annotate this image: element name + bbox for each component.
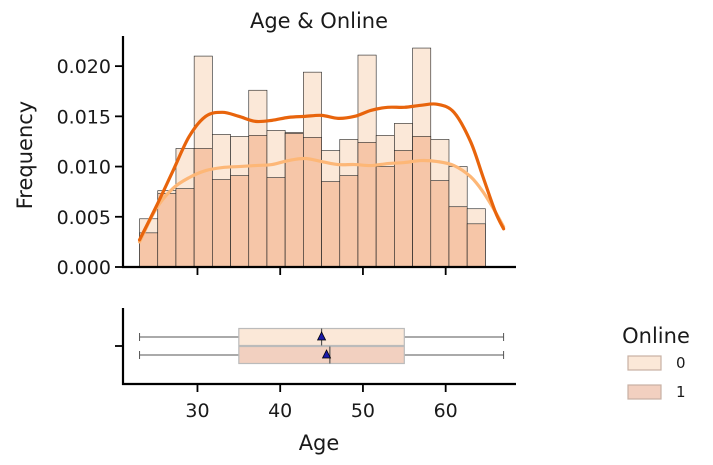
boxplot-panel [139,327,505,365]
hist-bar-online-1 [430,180,450,268]
kde-line-online-0 [137,156,506,244]
x-tick-label: 60 [434,400,458,422]
legend-label: 0 [676,354,686,372]
box-iqr-online-1 [238,345,405,365]
x-tick-label: 40 [268,400,292,422]
hist-bar-online-1 [193,148,213,268]
legend-label: 1 [676,383,686,401]
hist-bar-online-1 [175,188,195,268]
x-tick-label: 50 [351,400,375,422]
y-tick-label: 0.005 [57,207,111,229]
box-mean-marker [321,349,332,359]
hist-bar-online-1 [339,175,359,268]
kde-curves [137,102,506,244]
hist-bar-online-1 [466,223,486,268]
hist-bar-online-1 [448,206,468,268]
hist-bar-online-1 [321,181,341,268]
y-tick-label: 0.010 [57,157,111,179]
hist-bar-online-1 [375,166,395,268]
legend-title: Online [622,324,690,348]
hist-bar-online-1 [284,133,304,268]
y-tick-label: 0.015 [57,106,111,128]
hist-bar-online-1 [357,142,377,268]
y-tick-label: 0.000 [57,257,111,279]
legend: Online 0 1 [622,324,690,401]
x-tick-label: 30 [185,400,209,422]
histogram-panel [139,47,486,268]
hist-bar-online-1 [212,179,231,268]
legend-swatch [627,355,662,371]
x-axis-label: Age [299,431,340,455]
box-mean-marker [316,331,327,341]
histogram-axes: 0.000 0.005 0.010 0.015 0.020 [57,36,516,279]
hist-bar-online-1 [412,136,432,268]
hist-bar-online-1 [266,177,286,268]
hist-bar-online-1 [230,175,250,268]
legend-swatch [627,384,662,400]
chart-title: Age & Online [250,9,388,33]
hist-bar-online-1 [303,137,322,268]
kde-line-online-1 [137,102,506,242]
hist-bar-online-1 [394,150,413,268]
hist-bar-online-1 [248,135,268,268]
y-axis-label: Frequency [13,101,37,210]
boxplot-axes: 30 40 50 60 [115,308,516,422]
y-tick-label: 0.020 [57,56,111,78]
